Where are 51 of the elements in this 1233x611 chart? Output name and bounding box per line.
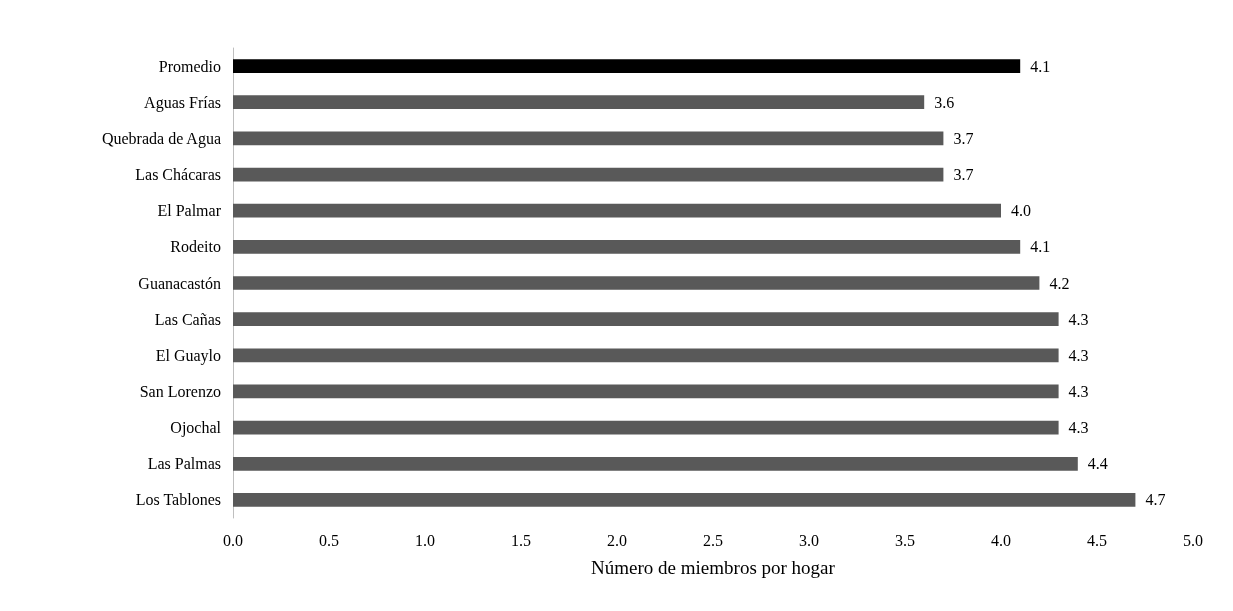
data-label: 3.7	[953, 129, 974, 147]
bar	[233, 59, 1021, 73]
y-tick-label: Las Palmas	[147, 455, 221, 473]
y-tick-label: Promedio	[158, 57, 221, 75]
bar	[233, 239, 1021, 254]
bar	[233, 312, 1059, 327]
data-label: 4.2	[1049, 274, 1070, 292]
y-tick-label: Rodeito	[170, 238, 221, 256]
data-label: 4.3	[1068, 310, 1089, 328]
data-label: 4.3	[1068, 346, 1089, 364]
x-axis-title: Número de miembros por hogar	[591, 557, 836, 578]
bar	[233, 276, 1040, 290]
x-tick-label: 1.5	[511, 531, 531, 549]
y-tick-label: Las Cañas	[154, 310, 221, 328]
x-tick-label: 4.0	[991, 531, 1011, 549]
data-label: 4.3	[1068, 382, 1089, 400]
data-label: 3.7	[953, 166, 974, 184]
bar	[233, 348, 1059, 363]
y-tick-label: El Guaylo	[155, 346, 221, 365]
bar	[233, 493, 1136, 507]
bar	[233, 95, 925, 110]
bar	[233, 420, 1059, 435]
y-tick-label: San Lorenzo	[139, 382, 221, 400]
data-label: 4.4	[1087, 455, 1108, 473]
bar	[233, 167, 944, 182]
bar	[233, 131, 944, 146]
bar	[233, 203, 1001, 218]
y-tick-label: Quebrada de Agua	[101, 129, 221, 148]
y-tick-label: Aguas Frías	[144, 93, 221, 112]
data-label: 4.3	[1068, 419, 1089, 437]
data-label: 3.6	[934, 93, 955, 111]
x-tick-label: 3.0	[799, 531, 819, 549]
y-tick-label: Ojochal	[170, 419, 222, 438]
x-tick-label: 0.5	[319, 531, 339, 549]
bar	[233, 456, 1078, 471]
bar	[233, 384, 1059, 399]
x-tick-label: 1.0	[415, 531, 435, 549]
x-tick-label: 4.5	[1087, 531, 1107, 549]
x-tick-label: 2.5	[703, 531, 723, 549]
x-tick-label: 5.0	[1183, 531, 1203, 549]
y-tick-label: Los Tablones	[135, 491, 221, 509]
data-label: 4.1	[1030, 238, 1051, 256]
data-label: 4.7	[1145, 491, 1166, 509]
data-label: 4.0	[1011, 202, 1031, 220]
y-tick-label: Guanacastón	[138, 274, 221, 292]
y-tick-label: El Palmar	[157, 202, 222, 220]
x-tick-label: 0.0	[223, 531, 243, 549]
x-tick-label: 2.0	[607, 531, 627, 549]
y-tick-label: Las Chácaras	[135, 166, 221, 184]
x-tick-label: 3.5	[895, 531, 915, 549]
data-label: 4.1	[1030, 57, 1051, 75]
